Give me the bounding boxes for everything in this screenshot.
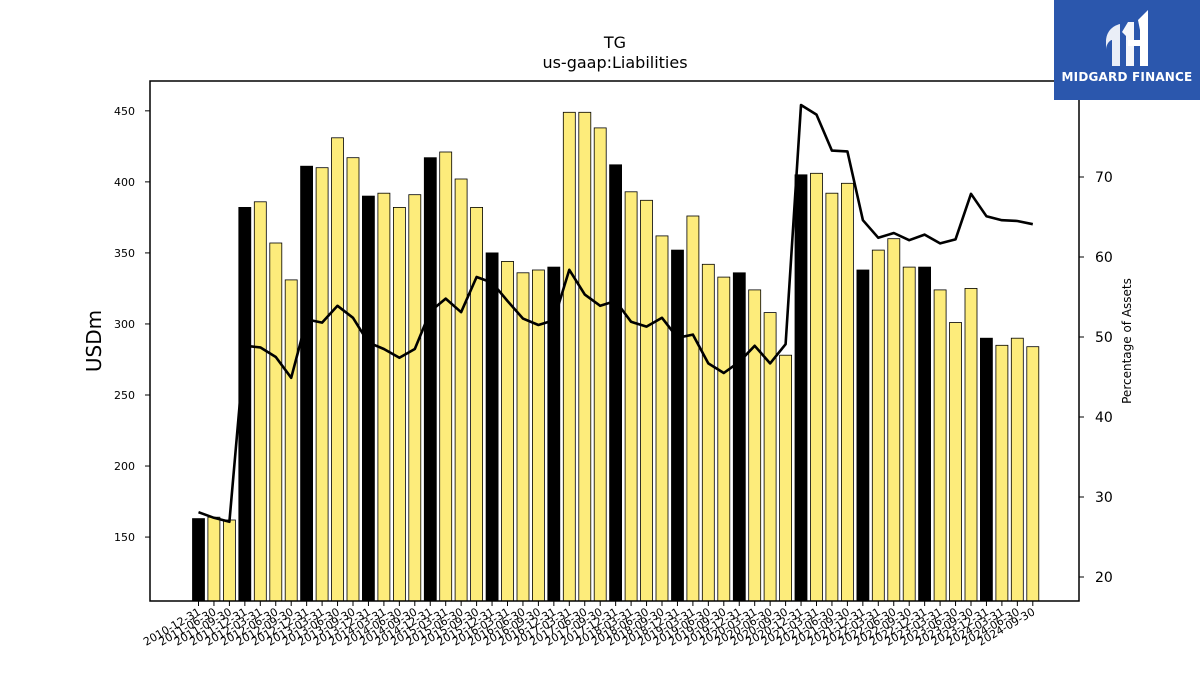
bar-2023-09-30 bbox=[964, 287, 978, 602]
y2-tick-label: 70 bbox=[1095, 170, 1113, 186]
bar-2012-03-31 bbox=[253, 201, 267, 602]
y-tick-label: 200 bbox=[114, 460, 135, 473]
bar-2023-12-31 bbox=[980, 337, 993, 602]
bar-2024-06-30 bbox=[1010, 337, 1024, 602]
brand-logo: MIDGARD FINANCE bbox=[1054, 0, 1200, 100]
bar-2018-03-31 bbox=[624, 191, 638, 602]
bar-2023-06-30 bbox=[949, 322, 962, 602]
bar-group bbox=[192, 111, 1040, 602]
y2-tick-label: 40 bbox=[1095, 410, 1113, 426]
y2-tick-label: 30 bbox=[1095, 490, 1113, 506]
bar-2015-09-30 bbox=[470, 206, 484, 602]
bar-2021-12-31 bbox=[856, 269, 870, 602]
y2-axis-label: Percentage of Assets bbox=[1120, 278, 1134, 404]
y-axis-label: USDm bbox=[82, 310, 106, 372]
chart-title: TG bbox=[603, 33, 626, 52]
bar-2019-09-30 bbox=[717, 276, 731, 602]
bar-2011-06-30 bbox=[207, 516, 221, 602]
bar-2019-06-30 bbox=[701, 263, 715, 602]
bar-2018-06-30 bbox=[640, 199, 653, 602]
y2-tick-label: 60 bbox=[1095, 250, 1113, 266]
bar-2010-12-31 bbox=[192, 518, 205, 602]
y-tick-label: 400 bbox=[114, 176, 135, 189]
bar-2013-12-31 bbox=[361, 195, 375, 602]
bar-2019-12-31 bbox=[732, 272, 746, 602]
bar-2019-03-31 bbox=[686, 215, 700, 602]
bar-2015-03-31 bbox=[439, 151, 453, 602]
bar-2021-03-31 bbox=[810, 172, 823, 602]
bar-2024-09-30 bbox=[1026, 346, 1040, 602]
bar-2012-06-30 bbox=[269, 242, 283, 602]
bar-2012-12-31 bbox=[300, 165, 314, 602]
axis-ticks: 1502002503003504004502030405060702010-12… bbox=[114, 105, 1113, 649]
y-tick-label: 150 bbox=[114, 531, 135, 544]
bar-2014-12-31 bbox=[423, 157, 437, 602]
bar-2014-09-30 bbox=[408, 194, 422, 602]
bar-2020-03-31 bbox=[748, 289, 762, 602]
plot-frame bbox=[149, 80, 1080, 602]
bar-2017-03-31 bbox=[562, 111, 576, 602]
bar-2022-03-31 bbox=[871, 249, 885, 602]
bar-2015-06-30 bbox=[454, 178, 468, 602]
y2-tick-label: 20 bbox=[1095, 570, 1113, 586]
bar-2012-09-30 bbox=[284, 279, 298, 602]
bar-2016-09-30 bbox=[532, 269, 545, 602]
bar-2017-06-30 bbox=[578, 111, 592, 602]
bar-2017-12-31 bbox=[609, 164, 622, 602]
bar-2015-12-31 bbox=[485, 252, 499, 602]
bar-2021-06-30 bbox=[825, 192, 839, 602]
bar-2013-06-30 bbox=[331, 137, 344, 602]
bar-2020-06-30 bbox=[763, 312, 777, 602]
bar-2014-03-31 bbox=[377, 192, 391, 602]
bar-2020-12-31 bbox=[794, 174, 808, 602]
bar-2024-03-31 bbox=[995, 344, 1009, 602]
bar-2016-06-30 bbox=[516, 272, 530, 602]
bar-2017-09-30 bbox=[593, 127, 607, 602]
chart-subtitle: us-gaap:Liabilities bbox=[542, 53, 687, 72]
midgard-logo-icon bbox=[1106, 10, 1148, 66]
bar-2022-12-31 bbox=[918, 266, 931, 602]
y-tick-label: 300 bbox=[114, 318, 135, 331]
bar-2018-12-31 bbox=[671, 249, 684, 602]
line-group bbox=[198, 103, 1034, 524]
bar-2014-06-30 bbox=[392, 206, 406, 602]
bar-2016-03-31 bbox=[501, 260, 514, 602]
bar-2013-03-31 bbox=[315, 167, 329, 602]
bar-2018-09-30 bbox=[655, 235, 669, 602]
percentage-line bbox=[198, 103, 1034, 524]
bar-2013-09-30 bbox=[346, 157, 360, 602]
bar-2023-03-31 bbox=[933, 289, 947, 602]
bar-2022-06-30 bbox=[887, 238, 901, 602]
y-tick-label: 450 bbox=[114, 105, 135, 118]
brand-name: MIDGARD FINANCE bbox=[1061, 70, 1193, 84]
y2-tick-label: 50 bbox=[1095, 330, 1113, 346]
y-tick-label: 250 bbox=[114, 389, 135, 402]
bar-2021-09-30 bbox=[841, 182, 854, 602]
bar-2020-09-30 bbox=[779, 354, 792, 602]
bar-2011-09-30 bbox=[222, 519, 236, 602]
y-tick-label: 350 bbox=[114, 247, 135, 260]
bar-2022-09-30 bbox=[902, 266, 916, 602]
